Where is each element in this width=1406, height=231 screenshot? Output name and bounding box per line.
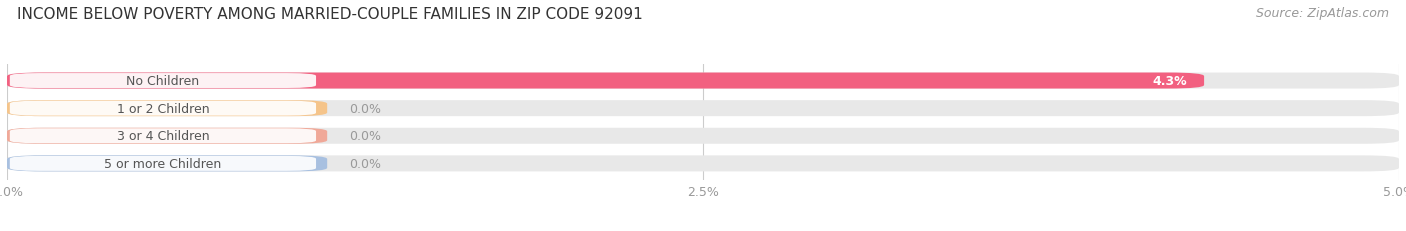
FancyBboxPatch shape xyxy=(7,73,1399,89)
FancyBboxPatch shape xyxy=(10,129,316,144)
Text: 5 or more Children: 5 or more Children xyxy=(104,157,222,170)
Text: Source: ZipAtlas.com: Source: ZipAtlas.com xyxy=(1256,7,1389,20)
Text: INCOME BELOW POVERTY AMONG MARRIED-COUPLE FAMILIES IN ZIP CODE 92091: INCOME BELOW POVERTY AMONG MARRIED-COUPL… xyxy=(17,7,643,22)
Text: 3 or 4 Children: 3 or 4 Children xyxy=(117,130,209,143)
FancyBboxPatch shape xyxy=(10,74,316,89)
Text: 0.0%: 0.0% xyxy=(350,157,381,170)
Text: 0.0%: 0.0% xyxy=(350,102,381,115)
Text: 0.0%: 0.0% xyxy=(350,130,381,143)
Text: 1 or 2 Children: 1 or 2 Children xyxy=(117,102,209,115)
FancyBboxPatch shape xyxy=(7,156,1399,172)
FancyBboxPatch shape xyxy=(7,128,1399,144)
FancyBboxPatch shape xyxy=(7,156,328,172)
FancyBboxPatch shape xyxy=(7,101,1399,117)
FancyBboxPatch shape xyxy=(10,101,316,116)
Text: 4.3%: 4.3% xyxy=(1153,75,1188,88)
Text: No Children: No Children xyxy=(127,75,200,88)
FancyBboxPatch shape xyxy=(7,73,1204,89)
FancyBboxPatch shape xyxy=(10,156,316,171)
FancyBboxPatch shape xyxy=(7,101,328,117)
FancyBboxPatch shape xyxy=(7,128,328,144)
